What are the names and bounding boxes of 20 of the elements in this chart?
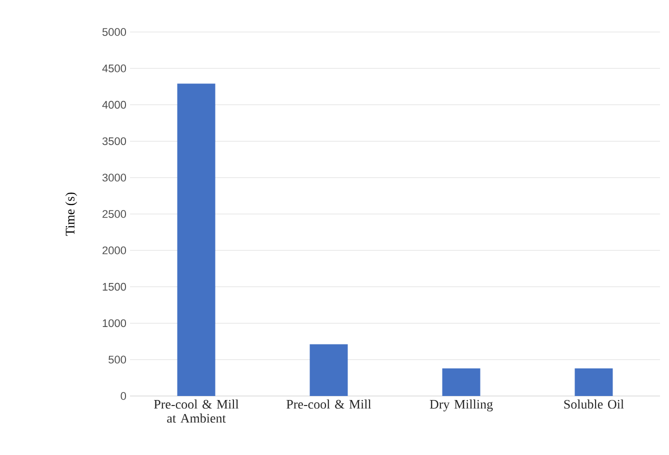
y-tick-label: 2500 (102, 210, 126, 218)
y-tick-label: 3000 (102, 174, 126, 182)
bar (177, 84, 216, 396)
bar (442, 368, 480, 396)
x-tick-label: Pre-cool & Mill (286, 400, 372, 409)
y-axis-title: Time (s) (65, 192, 78, 236)
y-tick-label: 3500 (102, 137, 126, 146)
y-tick-label: 4000 (102, 100, 126, 109)
y-tick-label: 4500 (102, 64, 126, 72)
x-tick-label: Pre-cool & Mill at Ambient (154, 400, 239, 423)
y-tick-label: 5000 (102, 28, 126, 36)
y-tick-label: 1000 (102, 319, 126, 328)
bar (310, 344, 348, 396)
y-tick-label: 1500 (102, 282, 126, 291)
bar (574, 368, 613, 396)
y-tick-label: 2000 (102, 246, 126, 254)
y-tick-label: 500 (108, 356, 126, 364)
x-tick-label: Dry Milling (430, 400, 493, 412)
x-tick-label: Soluble Oil (564, 400, 624, 409)
y-tick-label: 0 (120, 392, 126, 400)
